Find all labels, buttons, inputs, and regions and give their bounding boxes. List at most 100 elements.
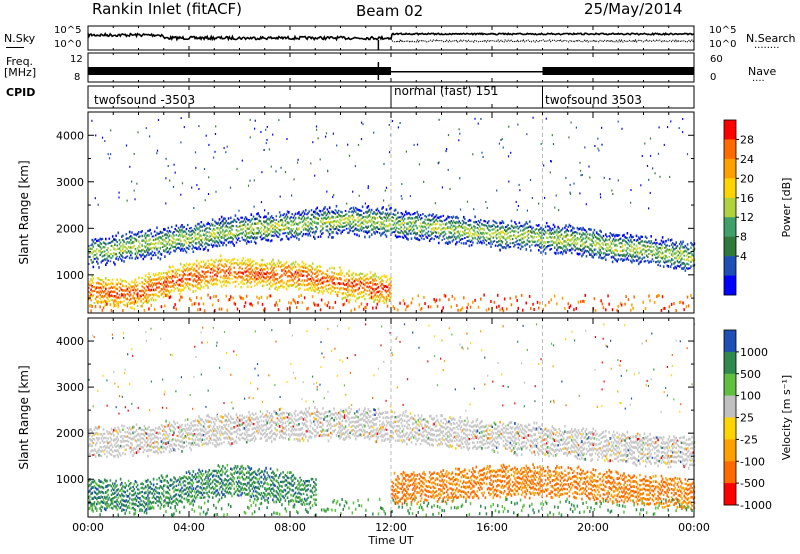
data-cell [390, 284, 392, 287]
data-cell [203, 263, 206, 266]
data-cell [664, 250, 666, 253]
data-cell [358, 214, 360, 217]
data-cell [349, 220, 351, 223]
data-cell [307, 212, 309, 215]
data-cell [233, 266, 235, 269]
data-cell [207, 221, 209, 225]
data-cell [94, 297, 97, 301]
data-cell [255, 270, 257, 273]
data-cell [94, 481, 97, 485]
data-cell [269, 216, 272, 219]
scatter-cell [629, 403, 631, 406]
data-cell [130, 285, 132, 288]
data-cell [343, 302, 346, 306]
data-cell [159, 236, 162, 239]
data-cell [665, 239, 667, 243]
data-cell [210, 243, 213, 246]
scatter-cell [514, 402, 516, 405]
data-cell [567, 238, 570, 241]
data-cell [210, 268, 213, 271]
data-cell [195, 242, 198, 245]
data-cell [111, 240, 114, 243]
data-cell [180, 278, 182, 282]
data-cell [314, 281, 316, 284]
data-cell [393, 209, 396, 212]
data-cell [482, 231, 484, 234]
data-cell [153, 282, 156, 285]
data-cell [423, 295, 425, 299]
data-cell [414, 216, 416, 220]
data-cell [224, 217, 226, 220]
data-cell [645, 250, 648, 253]
data-cell [190, 230, 192, 233]
data-cell [386, 290, 389, 292]
data-cell [619, 258, 622, 261]
data-cell [569, 239, 572, 242]
scatter-cell [445, 150, 447, 153]
data-cell [659, 251, 662, 254]
data-cell [301, 220, 304, 224]
data-cell [319, 210, 322, 213]
data-cell [173, 306, 175, 309]
data-cell [438, 216, 440, 220]
data-cell [247, 236, 249, 239]
scatter-cell [645, 384, 647, 387]
scatter-cell [260, 131, 262, 133]
scatter-cell [380, 344, 382, 347]
data-cell [314, 290, 316, 293]
data-cell [160, 282, 163, 286]
data-cell [247, 285, 249, 289]
data-cell [453, 236, 456, 238]
scatter-cell [343, 384, 345, 387]
data-cell [440, 224, 442, 227]
data-cell [427, 305, 430, 309]
data-cell [125, 280, 128, 283]
data-cell [216, 240, 218, 243]
scatter-cell [580, 174, 582, 177]
data-cell [302, 210, 305, 213]
scatter-cell [358, 194, 360, 197]
data-cell [109, 303, 112, 307]
data-cell [244, 225, 247, 228]
data-cell [294, 212, 297, 215]
data-cell [307, 234, 309, 237]
data-cell [267, 275, 270, 278]
data-cell [307, 220, 309, 224]
data-cell [173, 246, 175, 248]
data-cell [600, 299, 602, 303]
data-cell [547, 237, 549, 240]
scatter-cell [290, 362, 292, 365]
scatter-cell [484, 356, 486, 359]
data-cell [390, 276, 392, 279]
data-cell [639, 247, 641, 250]
data-cell [243, 217, 246, 221]
scatter-cell [205, 134, 207, 137]
data-cell [517, 306, 519, 310]
data-cell [180, 235, 182, 238]
data-cell [366, 289, 368, 292]
data-cell [602, 306, 605, 310]
data-cell [659, 264, 662, 267]
data-cell [625, 249, 627, 252]
data-cell [336, 232, 339, 235]
data-cell [222, 243, 224, 247]
data-cell [594, 240, 597, 243]
data-cell [106, 504, 108, 508]
data-cell [180, 249, 182, 252]
data-cell [331, 210, 333, 213]
data-cell [625, 236, 627, 239]
data-cell [101, 308, 104, 312]
data-cell [355, 206, 357, 209]
data-cell [384, 212, 387, 215]
data-cell [192, 240, 195, 243]
data-cell [366, 285, 368, 288]
data-cell [293, 231, 296, 234]
data-cell [538, 306, 540, 310]
data-cell [340, 210, 342, 213]
data-cell [506, 307, 508, 311]
scatter-cell [565, 338, 567, 341]
data-cell [178, 278, 181, 282]
data-cell [109, 291, 112, 294]
data-cell [553, 236, 556, 239]
data-cell [522, 308, 524, 312]
